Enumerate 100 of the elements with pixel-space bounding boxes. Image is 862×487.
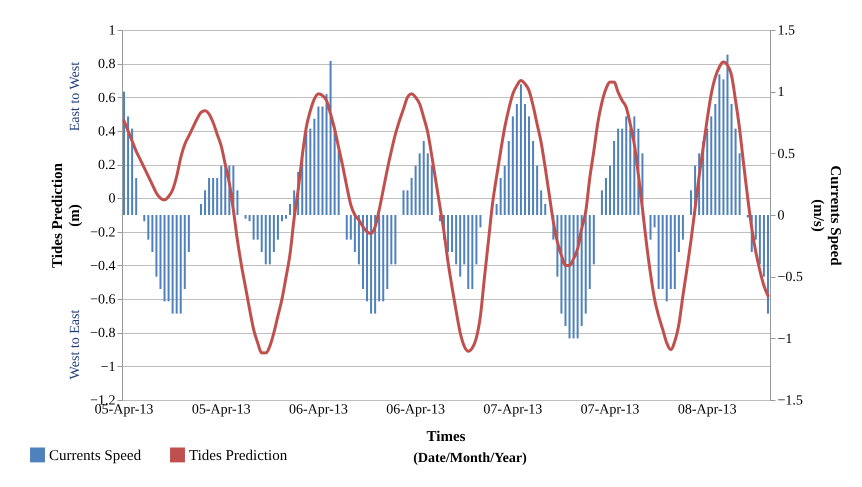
y2-tick-label: 1 <box>778 85 784 100</box>
y-tick-label: −1 <box>100 360 116 375</box>
bar <box>188 215 190 252</box>
x-tick-label: 08-Apr-13 <box>678 402 737 418</box>
line-series <box>122 60 770 354</box>
legend-label: Currents Speed <box>49 448 142 464</box>
bar <box>180 215 182 314</box>
y-tick-label: −0.6 <box>90 292 116 308</box>
y-axis-title: Tides Prediction (m) <box>50 162 84 268</box>
bar <box>256 215 259 240</box>
bar <box>726 54 728 215</box>
bar <box>678 215 680 252</box>
bar <box>613 141 616 215</box>
y-tick-label: 0.8 <box>98 57 116 72</box>
bar <box>496 204 498 215</box>
bar <box>738 153 741 215</box>
bar <box>176 215 178 314</box>
bar <box>734 128 737 215</box>
bar <box>406 190 409 215</box>
text: (Date/Month/Year) <box>413 451 528 466</box>
bar <box>617 128 620 215</box>
bar <box>143 215 146 222</box>
bar <box>338 150 340 215</box>
bar <box>426 153 429 215</box>
text: East to West <box>68 62 83 132</box>
bar <box>722 79 724 215</box>
bar <box>212 178 214 215</box>
bar <box>354 215 356 252</box>
bar <box>410 178 413 215</box>
bar <box>674 215 676 289</box>
bar <box>236 190 238 215</box>
bar <box>135 178 138 215</box>
bar <box>475 215 478 264</box>
bar <box>184 215 186 289</box>
bar <box>276 215 279 240</box>
bar <box>414 166 417 215</box>
bar <box>168 215 170 302</box>
bar <box>317 106 320 215</box>
y-tick-label: 0.4 <box>98 124 116 140</box>
x-axis-title: Times <box>426 429 466 445</box>
bar <box>536 166 538 215</box>
bar <box>714 104 716 215</box>
bar <box>430 166 433 215</box>
bar <box>666 215 668 302</box>
bar <box>467 215 470 289</box>
y2-tick-label: −0.5 <box>778 270 803 286</box>
bar <box>200 204 202 215</box>
y-tick-label: −0.8 <box>90 326 116 342</box>
bar <box>402 190 404 215</box>
y-tick-label: −0.2 <box>90 225 116 240</box>
bar <box>532 141 534 215</box>
bar <box>658 215 660 289</box>
bar <box>718 74 720 215</box>
bar <box>508 141 510 215</box>
bar <box>151 215 154 252</box>
bar <box>576 215 579 338</box>
bar <box>762 215 765 277</box>
bar <box>528 116 530 215</box>
bar <box>378 215 380 302</box>
bar <box>479 215 482 228</box>
bar <box>147 215 150 240</box>
y2-tick-label: 0.5 <box>778 146 795 162</box>
x-tick-label: 06-Apr-13 <box>289 402 348 418</box>
bar <box>280 215 283 222</box>
bar <box>662 215 664 289</box>
bar <box>394 215 396 264</box>
bar <box>544 204 546 215</box>
y-tick-label: 0.6 <box>98 90 116 106</box>
bar <box>621 128 624 215</box>
bar <box>625 116 628 215</box>
bar <box>272 215 275 252</box>
bar <box>346 215 348 240</box>
bar <box>366 215 368 302</box>
bar <box>540 190 542 215</box>
bar <box>455 215 458 264</box>
bar <box>451 215 454 252</box>
bar <box>463 215 466 264</box>
y-tick-label: 1 <box>108 24 116 38</box>
x-tick-label: 05-Apr-13 <box>192 402 251 418</box>
y-tick-label: 0.2 <box>98 158 116 174</box>
bar <box>604 178 607 215</box>
bar <box>520 84 522 215</box>
bar <box>516 104 518 215</box>
bar <box>248 215 251 222</box>
bar <box>560 215 562 314</box>
bar <box>216 178 218 215</box>
bar <box>584 215 587 314</box>
bar <box>131 128 134 215</box>
bar <box>504 166 506 215</box>
bar <box>164 215 166 302</box>
bar <box>572 215 575 338</box>
bar <box>471 215 474 289</box>
bar <box>305 131 308 215</box>
bar <box>710 116 712 215</box>
bar <box>459 215 462 277</box>
bar <box>326 94 328 215</box>
y2-axis-title: Currents Speed (m/s) <box>810 165 843 266</box>
bar <box>690 190 692 215</box>
bar <box>159 215 162 289</box>
bar <box>730 104 733 215</box>
